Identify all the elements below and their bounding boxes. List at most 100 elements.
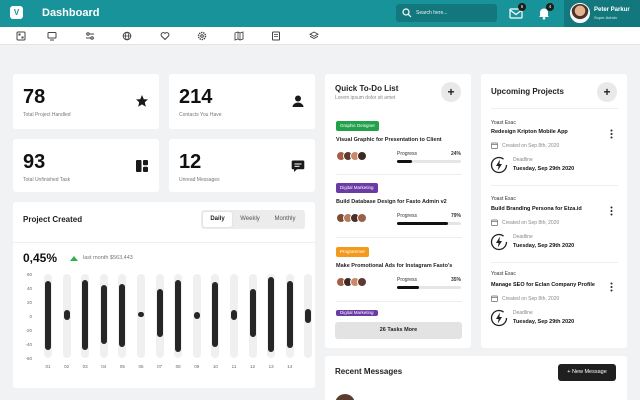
todo-tag: Graphic Deisgner bbox=[336, 121, 380, 131]
more-options-icon[interactable] bbox=[610, 206, 613, 216]
dashboard-icon[interactable] bbox=[16, 31, 26, 41]
widgets-icon bbox=[136, 160, 148, 172]
heart-icon[interactable] bbox=[160, 31, 170, 41]
divider bbox=[336, 237, 462, 238]
chart-bar[interactable] bbox=[175, 279, 182, 353]
project-created-date: Created on Sep 8th, 2020 bbox=[502, 296, 560, 302]
deadline-label: Deadline bbox=[513, 234, 533, 240]
x-tick-label: 01 bbox=[45, 364, 51, 369]
more-options-icon[interactable] bbox=[610, 129, 613, 139]
stat-label: Unread Messages bbox=[179, 177, 220, 183]
progress-percent: 79% bbox=[450, 213, 461, 219]
bell-icon bbox=[539, 8, 549, 20]
page-title: Dashboard bbox=[42, 7, 100, 19]
stat-label: Total Unfinished Task bbox=[23, 177, 71, 183]
avatar bbox=[357, 277, 367, 287]
chart-bar[interactable] bbox=[212, 282, 219, 347]
progress-label: Progress bbox=[397, 213, 418, 219]
project-owner: Yoast Esac bbox=[491, 196, 516, 202]
tab-monthly[interactable]: Monthly bbox=[274, 216, 296, 222]
project-title[interactable]: Build Branding Persona for Etza.id bbox=[491, 206, 582, 212]
tab-daily[interactable]: Daily bbox=[203, 212, 232, 227]
assignee-avatars bbox=[336, 213, 370, 223]
chart-bar[interactable] bbox=[100, 285, 107, 344]
add-project-button[interactable]: + bbox=[597, 82, 617, 102]
chart-bar[interactable] bbox=[82, 279, 89, 350]
chart-bar[interactable] bbox=[45, 281, 51, 350]
stat-value: 93 bbox=[23, 151, 46, 173]
divider bbox=[336, 301, 462, 302]
chart-bar[interactable] bbox=[249, 289, 256, 337]
layers-icon[interactable] bbox=[309, 31, 319, 41]
settings-icon[interactable] bbox=[197, 31, 207, 41]
period-tabs: Daily Weekly Monthly bbox=[201, 210, 305, 229]
chart-bar[interactable] bbox=[63, 310, 70, 321]
chart-bar[interactable] bbox=[138, 311, 144, 318]
notifications-badge: 4 bbox=[546, 3, 554, 11]
stat-card-messages[interactable]: 12 Unread Messages bbox=[169, 139, 315, 192]
avatar bbox=[357, 151, 367, 161]
deadline-icon bbox=[490, 309, 508, 327]
avatar bbox=[570, 3, 590, 23]
chat-icon bbox=[291, 160, 305, 172]
chart-bar[interactable] bbox=[193, 311, 200, 319]
map-icon[interactable] bbox=[234, 31, 244, 41]
document-icon[interactable] bbox=[271, 31, 281, 41]
app-logo[interactable]: V bbox=[10, 6, 23, 19]
percent-value: 0,45% bbox=[23, 251, 58, 265]
progress-fill bbox=[397, 222, 448, 225]
deadline-date: Tuesday, Sep 29th 2020 bbox=[513, 166, 575, 172]
x-tick-label: 02 bbox=[64, 364, 70, 369]
notifications-button[interactable]: 4 bbox=[537, 3, 554, 20]
y-tick-label: -60 bbox=[25, 355, 32, 361]
chart-bar[interactable] bbox=[305, 309, 312, 323]
y-tick-label: 20 bbox=[26, 299, 32, 305]
messages-badge: 6 bbox=[518, 3, 526, 11]
star-icon bbox=[136, 95, 148, 107]
project-created-date: Created on Sep 8th, 2020 bbox=[502, 143, 560, 149]
messages-button[interactable]: 6 bbox=[509, 3, 526, 20]
monitor-icon[interactable] bbox=[47, 31, 57, 41]
progress-fill bbox=[397, 160, 413, 163]
progress-label: Progress bbox=[397, 277, 418, 283]
stat-card-projects[interactable]: 78 Total Project Handled bbox=[13, 74, 159, 129]
x-tick-label: 13 bbox=[268, 364, 274, 369]
divider bbox=[13, 242, 315, 243]
chart-bar[interactable] bbox=[231, 310, 237, 321]
chart-bar[interactable] bbox=[268, 276, 275, 353]
progress-bar bbox=[397, 222, 461, 225]
tab-weekly[interactable]: Weekly bbox=[240, 216, 260, 222]
x-tick-label: 10 bbox=[212, 364, 218, 369]
project-title[interactable]: Manage SEO for Eclan Company Profile bbox=[491, 282, 595, 288]
x-tick-label: 07 bbox=[157, 364, 163, 369]
progress-bar bbox=[397, 160, 461, 163]
x-tick-label: 14 bbox=[287, 364, 293, 369]
deadline-icon bbox=[490, 233, 508, 251]
chart-bar[interactable] bbox=[119, 283, 126, 347]
add-todo-button[interactable]: + bbox=[441, 82, 461, 102]
globe-icon[interactable] bbox=[122, 31, 132, 41]
todo-item-title[interactable]: Build Database Design for Fasto Admin v2 bbox=[336, 199, 447, 205]
project-created-title: Project Created bbox=[23, 215, 83, 224]
avatar bbox=[357, 213, 367, 223]
deadline-label: Deadline bbox=[513, 157, 533, 163]
user-menu[interactable]: Peter Parkur Super Admin bbox=[564, 0, 640, 27]
last-month-text: last month $563,443 bbox=[83, 255, 133, 261]
upcoming-title: Upcoming Projects bbox=[491, 87, 564, 96]
x-tick-label: 11 bbox=[231, 364, 237, 369]
more-options-icon[interactable] bbox=[610, 282, 613, 292]
chart-bar[interactable] bbox=[286, 281, 293, 349]
stat-card-unfinished[interactable]: 93 Total Unfinished Task bbox=[13, 139, 159, 192]
project-title[interactable]: Redesign Kripton Mobile App bbox=[491, 129, 568, 135]
todo-item-title[interactable]: Make Promotional Ads for Instagram Fasto… bbox=[336, 263, 453, 269]
sliders-icon[interactable] bbox=[85, 31, 95, 41]
chart-bar[interactable] bbox=[156, 289, 163, 337]
todo-title: Quick To-Do List bbox=[335, 84, 399, 93]
todo-tag: Programmer bbox=[336, 247, 370, 257]
todo-item-title[interactable]: Visual Graphic for Presentation to Clien… bbox=[336, 137, 442, 143]
stat-card-contacts[interactable]: 214 Contacts You Have bbox=[169, 74, 315, 129]
new-message-button[interactable]: + New Message bbox=[558, 364, 616, 381]
recent-messages-title: Recent Messages bbox=[335, 367, 403, 376]
more-tasks-button[interactable]: 26 Tasks More bbox=[335, 322, 462, 339]
search-input[interactable]: Search here... bbox=[396, 4, 497, 22]
